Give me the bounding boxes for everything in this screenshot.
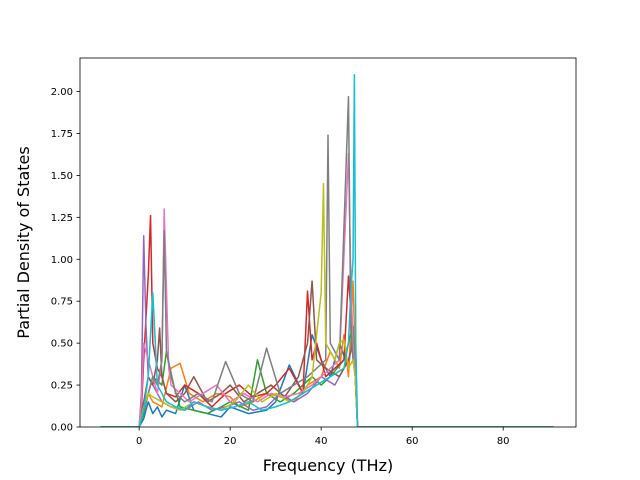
- x-tick-label: 80: [497, 436, 510, 447]
- y-tick-label: 1.75: [51, 129, 73, 140]
- y-tick-label: 0.25: [51, 381, 73, 392]
- y-axis-ticks: 0.00 0.25 0.50 0.75 1.00 1.25 1.50 1.75 2.00: [51, 87, 80, 434]
- x-tick-label: 40: [315, 436, 328, 447]
- axes-frame: [79, 57, 577, 428]
- pdos-series-line-6: [100, 280, 554, 427]
- x-axis-ticks: 0 20 40 60 80: [136, 427, 510, 447]
- y-tick-label: 1.00: [51, 255, 73, 266]
- y-tick-label: 0.50: [51, 339, 73, 350]
- y-tick-label: 1.25: [51, 213, 73, 224]
- y-axis-label: Partial Density of States: [14, 146, 33, 338]
- y-tick-label: 1.50: [51, 171, 73, 182]
- series-layer: [100, 74, 554, 427]
- pdos-series-line-9: [100, 183, 554, 427]
- x-tick-label: 60: [406, 436, 419, 447]
- pdos-series-line-10: [100, 74, 554, 427]
- x-tick-label: 20: [224, 436, 237, 447]
- x-tick-label: 0: [136, 436, 142, 447]
- y-tick-label: 2.00: [51, 87, 73, 98]
- plot-area: [79, 57, 577, 428]
- y-tick-label: 0.75: [51, 297, 73, 308]
- y-tick-label: 0.00: [51, 423, 73, 434]
- x-axis-label: Frequency (THz): [263, 456, 393, 475]
